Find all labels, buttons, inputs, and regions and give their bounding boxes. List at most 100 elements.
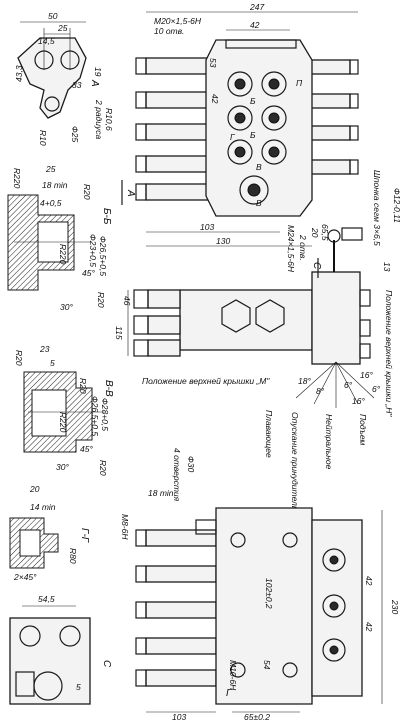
dim-23: 23 (39, 344, 50, 354)
port-b1-label: Б (250, 96, 256, 106)
dim-r20e: R20 (98, 460, 108, 476)
pos-neutral: Нейтральное (324, 414, 334, 470)
lever-positions-fan: 16° 6° 18° 8° 16° 6° Плавающее Опускание… (264, 361, 381, 525)
dim-247: 247 (249, 2, 264, 12)
front-view-holes (230, 532, 346, 678)
port-v-label: В (256, 162, 262, 172)
dim-10-otv: 10 отв. (154, 26, 184, 36)
port-p-label: П (296, 78, 303, 88)
dim-phi26-5: Ф26,5+0,5 (98, 236, 108, 276)
section-bb: R220 18 min 25 R20 4+0,5 Ф23+0,5 Ф26,5+0… (7, 164, 112, 312)
dim-thread-side: М24×1,5-6Н (286, 225, 296, 273)
dim-18min-b: 18 min (148, 488, 174, 498)
dim-r20b: R20 (96, 292, 106, 308)
dim-r220b: R220 (58, 244, 68, 265)
section-gg-title: Г-Г (79, 528, 90, 544)
dim-43-3: 43,3 (14, 65, 24, 82)
dim-phi25: Ф25 (70, 126, 80, 142)
angle-6a: 6° (344, 380, 353, 390)
main-body-top-view: 247 М20×1,5-6Н 10 отв. 42 53 42 103 130 … (121, 2, 359, 247)
dim-thread-top: М20×1,5-6Н (154, 16, 202, 26)
dim-46: 46 (122, 296, 132, 306)
view-c: 54,5 5 С (9, 594, 112, 705)
dim-30: 30° (60, 302, 73, 312)
dim-r20a: R20 (82, 184, 92, 200)
dim-42-mid: 42 (210, 94, 220, 104)
dim-115: 115 (114, 326, 124, 340)
section-gg: 20 14 min R80 2×45° Г-Г (9, 484, 90, 582)
dim-25: 25 (57, 23, 68, 33)
section-bb-title: Б-Б (101, 208, 112, 225)
section-vv: 23 5 R20 R20 Ф26,5+0,5 Ф28+0,5 R220 45° … (14, 344, 114, 476)
dim-14-5: 14,5 (38, 36, 55, 46)
dim-phi12: Ф12-0,11 (392, 188, 402, 223)
front-view-body: 18 min М8-6Н Ф30 4 отверстия 102±0,2 54 … (120, 448, 400, 720)
dim-20: 20 (310, 227, 320, 238)
dim-103b: 103 (172, 712, 186, 720)
dim-2-otv: 2 отв. (298, 234, 308, 261)
pipe-stubs-front-left (135, 529, 217, 687)
arrow-a-label: А (125, 189, 136, 197)
dim-phi26-5b: Ф26,5+0,5 (90, 396, 100, 436)
ports-group (227, 71, 287, 205)
dim-5: 5 (50, 358, 55, 368)
pos-lower: Опускание принудительное (290, 412, 300, 525)
dim-25b: 25 (45, 164, 56, 174)
position-h-label: Положение верхней крышки „Н" (384, 290, 394, 417)
port-v2-label: В (256, 198, 262, 208)
dim-4: 4+0,5 (40, 198, 62, 208)
dim-20g: 20 (29, 484, 40, 494)
dim-18min: 18 min (42, 180, 68, 190)
dim-230: 230 (390, 599, 400, 614)
dim-30b: 30° (56, 462, 69, 472)
dim-42c: 42 (364, 622, 374, 632)
shponka-label: Шпонка сегм 3×6,5 (372, 170, 382, 246)
position-m-label: Положение верхней крышки „М" (142, 376, 270, 386)
angle-16b: 16° (352, 396, 365, 406)
dim-33: 33 (72, 80, 82, 90)
dim-54-5: 54,5 (38, 594, 55, 604)
dim-5b: 5 (76, 682, 81, 692)
port-b2-label: Б (250, 130, 256, 140)
dim-53: 53 (208, 58, 218, 68)
pos-raise: Подъем (358, 414, 368, 445)
dim-130: 130 (216, 236, 230, 246)
dim-4-otv: 4 отверстия (172, 448, 182, 502)
dim-r80: R80 (68, 548, 78, 564)
arrow-g-label: Г (226, 688, 233, 699)
dim-42b: 42 (364, 576, 374, 586)
dim-2x45: 2×45° (13, 572, 37, 582)
dim-phi28: Ф28+0,5 (100, 398, 110, 431)
angle-8: 8° (316, 386, 325, 396)
dim-50: 50 (48, 11, 58, 21)
dim-r10-6: R10,6 (104, 108, 114, 131)
dim-r220c: R220 (58, 412, 68, 433)
dim-19: 19 (93, 67, 103, 77)
dim-45: 45° (82, 268, 95, 278)
pipe-stubs-left (135, 57, 217, 201)
dim-54: 54 (262, 660, 272, 670)
dim-65-5: 65,5 (320, 224, 330, 241)
side-view-body: С М24×1,5-6Н 2 отв. 65,5 20 Шпонка сегм … (114, 170, 402, 525)
dim-13: 13 (382, 262, 392, 272)
dim-65-0-2: 65±0,2 (244, 712, 270, 720)
dim-m10: М10-6Н (228, 660, 238, 691)
dim-45b: 45° (80, 444, 93, 454)
dim-14min: 14 min (30, 502, 56, 512)
dim-phi30: Ф30 (186, 456, 196, 472)
angle-16a: 16° (360, 370, 373, 380)
dim-42-top: 42 (250, 20, 260, 30)
dim-r20c: R20 (14, 350, 24, 366)
angle-18: 18° (298, 376, 311, 386)
dim-102: 102±0,2 (264, 578, 274, 609)
dim-r220a: R220 (12, 168, 22, 189)
dim-r20d: R20 (78, 378, 88, 394)
view-a-title: А (89, 79, 100, 87)
arrow-c-label: С (311, 262, 322, 270)
section-vv-title: В-В (103, 380, 114, 397)
angle-6b: 6° (372, 384, 381, 394)
dim-103: 103 (200, 222, 214, 232)
dim-m8: М8-6Н (120, 514, 130, 540)
view-c-title: С (101, 660, 112, 668)
